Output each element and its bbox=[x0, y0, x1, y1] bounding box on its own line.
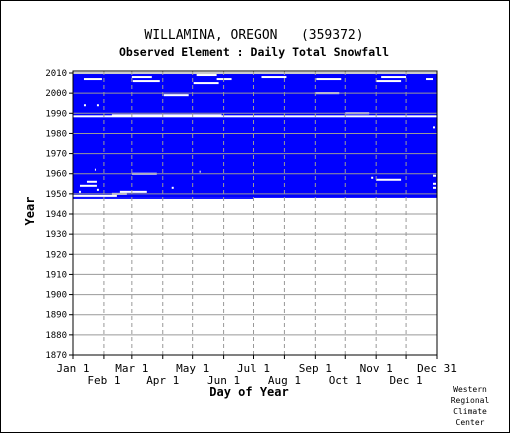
y-tick-label: 1890 bbox=[45, 311, 67, 321]
credit-line: Climate bbox=[453, 407, 487, 416]
y-tick-label: 1870 bbox=[45, 351, 67, 361]
missing-data-gap bbox=[94, 168, 96, 171]
x-tick-label: May 1 bbox=[176, 362, 209, 375]
chart-title: WILLAMINA, OREGON (359372) bbox=[144, 28, 363, 43]
missing-data-gap bbox=[83, 104, 86, 107]
x-tick-label: Jul 1 bbox=[237, 362, 270, 375]
wrcc-credit: Western Regional Climate Center bbox=[445, 384, 495, 428]
missing-data-gap bbox=[193, 82, 219, 85]
plot-border bbox=[72, 70, 438, 356]
y-tick-label: 1950 bbox=[45, 190, 67, 200]
y-tick-label: 1910 bbox=[45, 270, 67, 280]
x-tick-label: Nov 1 bbox=[360, 362, 393, 375]
y-tick-label: 2000 bbox=[45, 89, 67, 99]
missing-data-gap bbox=[433, 182, 437, 185]
missing-data-gap bbox=[131, 76, 152, 79]
chart-subtitle: Observed Element : Daily Total Snowfall bbox=[119, 45, 389, 59]
x-tick-label: Dec 31 bbox=[417, 362, 457, 375]
missing-data-gap bbox=[316, 78, 342, 81]
y-tick-label: 1900 bbox=[45, 291, 67, 301]
missing-data-gap bbox=[171, 186, 174, 189]
x-tick-label: Oct 1 bbox=[329, 374, 362, 387]
missing-data-gap bbox=[73, 115, 437, 118]
missing-data-gap bbox=[119, 190, 147, 193]
credit-line: Western bbox=[453, 385, 487, 394]
y-tick-label: 2010 bbox=[45, 69, 67, 79]
y-tick-label: 1960 bbox=[45, 170, 67, 180]
missing-data-gap bbox=[426, 78, 434, 81]
missing-data-gap bbox=[83, 78, 102, 81]
y-tick-label: 1920 bbox=[45, 250, 67, 260]
missing-data-gap bbox=[433, 186, 437, 189]
missing-data-gap bbox=[86, 180, 97, 183]
missing-data-gap bbox=[433, 126, 436, 129]
x-tick-label: Feb 1 bbox=[87, 374, 120, 387]
credit-line: Regional bbox=[450, 396, 490, 405]
missing-data-gap bbox=[376, 178, 402, 181]
x-tick-label: Dec 1 bbox=[390, 374, 423, 387]
missing-data-gap bbox=[111, 114, 222, 117]
x-tick-label: Apr 1 bbox=[146, 374, 179, 387]
missing-data-gap bbox=[73, 194, 117, 197]
x-tick-label: Sep 1 bbox=[299, 362, 332, 375]
y-tick-label: 1970 bbox=[45, 150, 67, 160]
missing-data-gap bbox=[163, 94, 189, 97]
missing-data-gap bbox=[79, 184, 97, 187]
missing-data-gap bbox=[78, 190, 81, 193]
missing-data-gap bbox=[96, 104, 99, 107]
x-tick-label: Jan 1 bbox=[56, 362, 89, 375]
y-axis-label: Year bbox=[23, 197, 37, 226]
x-tick-label: Jun 1 bbox=[207, 374, 240, 387]
x-axis-label: Day of Year bbox=[209, 385, 288, 399]
y-tick-label: 1930 bbox=[45, 230, 67, 240]
missing-data-gap bbox=[199, 170, 201, 173]
y-tick-label: 1940 bbox=[45, 210, 67, 220]
missing-data-gap bbox=[371, 176, 374, 179]
x-tick-label: Aug 1 bbox=[268, 374, 301, 387]
missing-data-gap bbox=[376, 80, 402, 83]
x-tick-label: Mar 1 bbox=[115, 362, 148, 375]
missing-data-gap bbox=[433, 174, 437, 177]
missing-data-gap bbox=[96, 188, 99, 191]
missing-data-gap bbox=[261, 76, 287, 79]
plot-area: 1870 1880 1890 1900 1910 1920 1930 1940 1950 1960… bbox=[45, 69, 457, 387]
credit-line: Center bbox=[455, 418, 485, 427]
y-tick-label: 1980 bbox=[45, 129, 67, 139]
missing-data-gap bbox=[132, 80, 160, 83]
missing-data-gap bbox=[381, 76, 407, 79]
missing-data-gap bbox=[196, 74, 217, 77]
y-tick-label: 1880 bbox=[45, 331, 67, 341]
y-tick-label: 1990 bbox=[45, 109, 67, 119]
